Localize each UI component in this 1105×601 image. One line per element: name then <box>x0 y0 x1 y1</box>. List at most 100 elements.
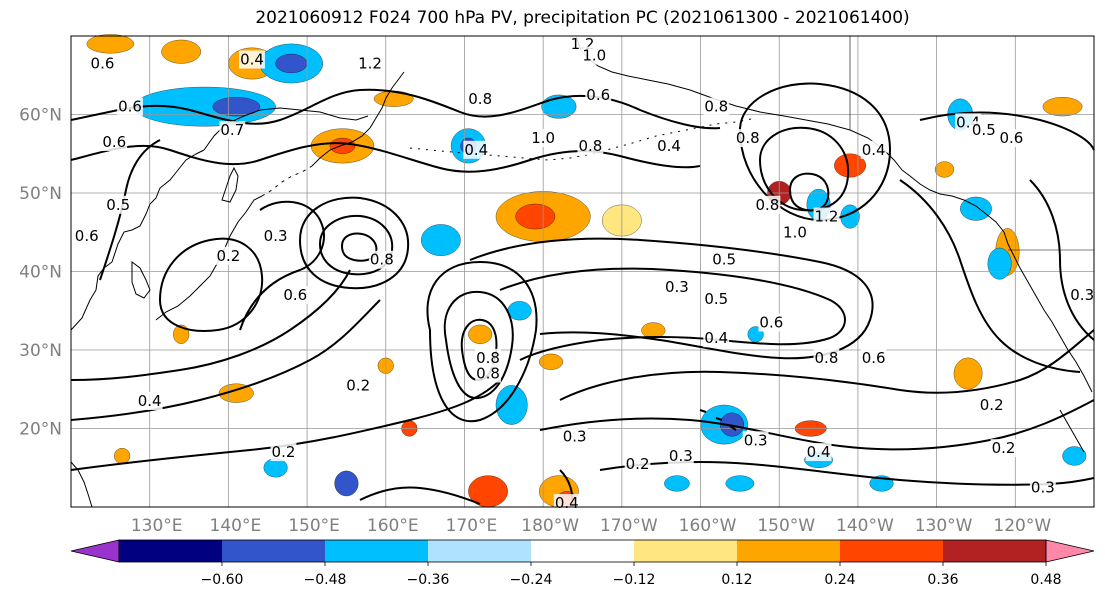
pv-contour <box>70 88 721 130</box>
lon-tick-label: 180°W <box>521 516 579 536</box>
pv-contour-label-bg <box>782 223 808 242</box>
pv-contour-label-bg <box>577 136 604 155</box>
pv-contour-label: 0.5 <box>972 121 996 139</box>
pv-contour-label: 1.2 <box>815 208 839 226</box>
pv-contour-label: 0.6 <box>759 314 783 332</box>
colorbar-bin <box>428 540 531 562</box>
pv-contour-label: 0.4 <box>555 494 579 512</box>
colorbar-tick-label: −0.48 <box>304 572 347 588</box>
colorbar-extend-low <box>70 539 120 563</box>
pv-contour-label: 0.2 <box>346 376 370 394</box>
pv-contour <box>539 399 1095 451</box>
pv-contour-label: 1.0 <box>531 129 555 147</box>
lat-tick-label: 20°N <box>19 420 62 440</box>
pv-contour-label-bg <box>357 54 383 73</box>
pv-contour-label-bg <box>664 278 690 297</box>
pv-contour-label-bg <box>585 85 612 104</box>
pv-contour-label-bg <box>368 250 395 269</box>
map-frame <box>70 35 1095 508</box>
pv-contour-label-bg <box>215 246 242 265</box>
pv-contour-label: 0.6 <box>283 286 307 304</box>
pv-contours <box>70 82 1095 508</box>
gridlines <box>71 36 1094 507</box>
pv-contour-label: 0.8 <box>476 365 500 383</box>
colorbar-tick-label: −0.24 <box>510 572 553 588</box>
pv-contour-label-bg <box>970 121 997 140</box>
pv-contour-label: 0.2 <box>216 247 240 265</box>
colorbar-bin <box>634 540 737 562</box>
axis-labels: 130°E 140°E 150°E 160°E 170°E 180°W 170°W 160°W… <box>19 106 1051 537</box>
pv-contour-label-bg <box>754 195 781 214</box>
precip-anomaly-patch <box>725 475 755 492</box>
pv-contour-label-bg <box>978 395 1005 414</box>
pv-contour-label-bg <box>703 329 730 348</box>
pv-contour <box>426 260 538 423</box>
colorbar-bin <box>737 540 840 562</box>
pv-contour <box>758 126 850 212</box>
pv-contour <box>70 142 701 173</box>
pv-contour-label: 0.8 <box>755 196 779 214</box>
pv-contour <box>70 379 501 471</box>
pv-contour-label: 0.8 <box>476 349 500 367</box>
pv-contour-label: 0.3 <box>669 447 693 465</box>
aleutian-islands <box>409 117 757 161</box>
pv-contour-label: 0.4 <box>464 141 488 159</box>
pv-contour-label-bg <box>89 54 116 73</box>
colorbar-tick-label: −0.12 <box>613 572 656 588</box>
precip-anomaly-patch <box>161 39 201 64</box>
colorbar-tick-label: 0.36 <box>927 572 958 588</box>
pv-contour-label-bg <box>475 364 501 383</box>
precip-anomaly-patch <box>515 203 556 230</box>
colorbar-bin <box>119 540 222 562</box>
precip-anomaly-patch <box>218 383 254 403</box>
pv-contour-label: 0.6 <box>586 86 610 104</box>
pv-contour-label: 0.3 <box>1031 478 1055 496</box>
pv-contour <box>298 196 410 290</box>
pv-contour-label: 0.8 <box>468 90 492 108</box>
pv-contour <box>788 172 830 212</box>
lon-tick-label: 150°W <box>757 516 815 536</box>
colorbar-bin <box>943 540 1046 562</box>
north-america-coastline <box>1003 231 1093 393</box>
pv-contour-label: 0.4 <box>807 443 831 461</box>
pv-contour-label-bg <box>667 446 694 465</box>
kamchatka-coastline <box>311 71 405 167</box>
pv-contour-label: 0.6 <box>118 98 142 116</box>
colorbar-extend-high <box>1045 539 1095 563</box>
pv-contour <box>318 214 394 276</box>
pv-contour <box>469 237 874 360</box>
pv-contour-label-bg <box>117 97 143 116</box>
colorbar-bin <box>325 540 428 562</box>
pv-contour-label-bg <box>270 443 297 462</box>
pv-contour-label: 1.0 <box>582 47 606 65</box>
pv-contour-label-bg <box>805 443 832 462</box>
precip-anomaly-patch <box>421 224 461 256</box>
pv-contour-label: 0.8 <box>815 349 839 367</box>
pv-contour-label: 0.8 <box>578 137 602 155</box>
pv-contour-label-bg <box>703 97 730 116</box>
precip-anomaly-patch <box>960 196 992 221</box>
lon-tick-label: 170°W <box>600 516 658 536</box>
precip-anomaly-patch <box>86 34 135 54</box>
pv-contour-label-bg <box>239 50 265 69</box>
pv-contour-label-bg <box>813 207 840 226</box>
pv-contour-label-bg <box>1029 478 1056 497</box>
chart-title: 2021060912 F024 700 hPa PV, precipitatio… <box>255 8 910 28</box>
pv-contour-label-bg <box>463 140 490 159</box>
pv-contour-label: 0.3 <box>665 278 689 296</box>
pv-contour <box>899 179 1081 373</box>
pv-contour-label-bg <box>624 454 651 473</box>
lon-tick-label: 120°W <box>993 516 1051 536</box>
colorbar-bin <box>840 540 943 562</box>
pv-contour-label: 0.2 <box>992 439 1016 457</box>
precip-anomaly-patch <box>664 475 690 492</box>
pv-contour <box>158 237 264 332</box>
colorbar-tick-label: −0.36 <box>407 572 450 588</box>
pv-contour-label-bg <box>711 250 738 269</box>
pv-contour-label-bg <box>475 348 501 367</box>
pv-contour-label: 0.2 <box>626 455 650 473</box>
pv-contour-label-bg <box>998 129 1025 148</box>
pv-contour-label-bg <box>105 195 132 214</box>
pv-contour-label: 0.4 <box>657 137 681 155</box>
